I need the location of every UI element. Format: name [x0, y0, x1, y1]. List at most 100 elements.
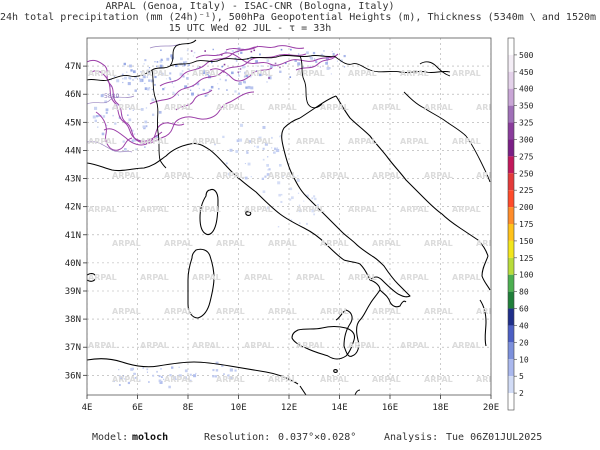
watermark-text: ARPAL [372, 239, 401, 248]
colorbar-swatch [508, 240, 514, 258]
watermark-text: ARPAL [320, 103, 349, 112]
watermark-text: ARPAL [400, 69, 429, 78]
precip-cell [175, 378, 177, 380]
watermark-text: ARPAL [476, 307, 505, 316]
precip-cell [105, 124, 108, 127]
colorbar-swatch [508, 207, 514, 224]
watermark-text: ARPAL [476, 171, 505, 180]
precip-cell [122, 81, 124, 84]
precip-cell [143, 126, 146, 130]
watermark-text: ARPAL [268, 375, 297, 384]
precip-cell [178, 374, 182, 378]
precip-cell [259, 53, 261, 56]
precip-cell [244, 71, 247, 75]
precip-cell [231, 71, 234, 75]
watermark-text: ARPAL [216, 171, 245, 180]
precip-cell [140, 71, 142, 73]
precip-cell [239, 123, 244, 127]
precip-cell [155, 135, 159, 138]
map-title-line-3: 15 UTC Wed 02 JUL - τ = 33h [168, 23, 332, 34]
precip-cell [214, 375, 218, 378]
precip-cell [237, 74, 241, 77]
lat-tick-label: 44N [65, 146, 81, 156]
resolution-value: 0.037°×0.028° [278, 432, 357, 443]
watermark-text: ARPAL [424, 171, 453, 180]
precip-cell [300, 209, 302, 211]
precip-cell [124, 148, 127, 151]
precip-cell [212, 375, 215, 378]
precip-cell [160, 58, 163, 61]
precip-cell [298, 209, 302, 213]
watermark-text: ARPAL [268, 239, 297, 248]
colorbar-label: 275 [519, 152, 534, 161]
precip-cell [128, 118, 132, 122]
precip-cell [197, 66, 199, 69]
watermark-text: ARPAL [164, 171, 193, 180]
precip-cell [100, 94, 104, 98]
precip-cell [181, 70, 184, 72]
precip-cell [169, 374, 172, 377]
precip-cell [281, 174, 283, 176]
precip-cell [276, 148, 280, 153]
watermark-text: ARPAL [268, 103, 297, 112]
precip-cell [156, 65, 158, 67]
precip-cell [130, 69, 133, 72]
precip-cell [158, 110, 162, 114]
colorbar-label: 350 [519, 102, 534, 111]
watermark-text: ARPAL [216, 375, 245, 384]
precip-cell [147, 73, 150, 76]
precip-cell [169, 72, 172, 75]
watermark-text: ARPAL [400, 273, 429, 282]
precip-cell [186, 77, 189, 80]
colorbar-label: 5 [519, 372, 524, 381]
lon-tick-label: 10E [230, 403, 246, 413]
map-axes: 4E 6E 8E 10E 12E 14E 16E 18E 20E 36N 37N 38N 39N 40N 4… [65, 62, 499, 413]
precip-cell [182, 75, 185, 78]
lat-tick-label: 38N [65, 315, 81, 325]
precip-cell [170, 376, 173, 379]
precip-cell [281, 175, 284, 178]
precip-cell [113, 75, 116, 77]
precip-cell [229, 74, 231, 76]
watermark-text: ARPAL [192, 273, 221, 282]
precip-cell [250, 176, 252, 178]
precip-cell [120, 377, 123, 381]
colorbar-label: 60 [519, 305, 529, 314]
precip-cell [212, 369, 215, 372]
watermark-text: ARPAL [216, 239, 245, 248]
watermark-text: ARPAL [424, 103, 453, 112]
precip-cell [279, 66, 281, 69]
precip-cell [297, 53, 300, 55]
precip-cell [135, 148, 138, 151]
watermark-text: ARPAL [112, 171, 141, 180]
precip-cell [296, 178, 300, 182]
precip-cell [266, 81, 268, 83]
precip-cell [246, 151, 249, 154]
precip-cell [134, 76, 138, 79]
precip-cell [325, 57, 329, 61]
precip-cell [199, 66, 201, 68]
precip-cell [274, 65, 276, 67]
colorbar-swatch [508, 88, 514, 106]
watermark-text: ARPAL [452, 273, 481, 282]
precip-cell [148, 79, 151, 82]
precip-cell [142, 75, 146, 79]
precip-cell [145, 125, 148, 128]
watermark-text: ARPAL [140, 137, 169, 146]
precip-cell [113, 380, 116, 383]
precip-cell [290, 219, 293, 222]
precip-cell [122, 140, 125, 143]
precip-cell [226, 89, 228, 91]
precip-cell [133, 133, 136, 135]
watermark-text: ARPAL [140, 273, 169, 282]
precip-cell [289, 198, 292, 201]
precip-cell [217, 83, 219, 85]
precip-cell [151, 98, 155, 102]
precip-cell [172, 91, 175, 94]
precip-cell [158, 379, 162, 383]
precip-cell [114, 122, 117, 125]
precip-cell [250, 50, 253, 53]
colorbar-label: 100 [519, 271, 534, 280]
precip-cell [234, 90, 237, 93]
precip-cell [144, 82, 146, 84]
